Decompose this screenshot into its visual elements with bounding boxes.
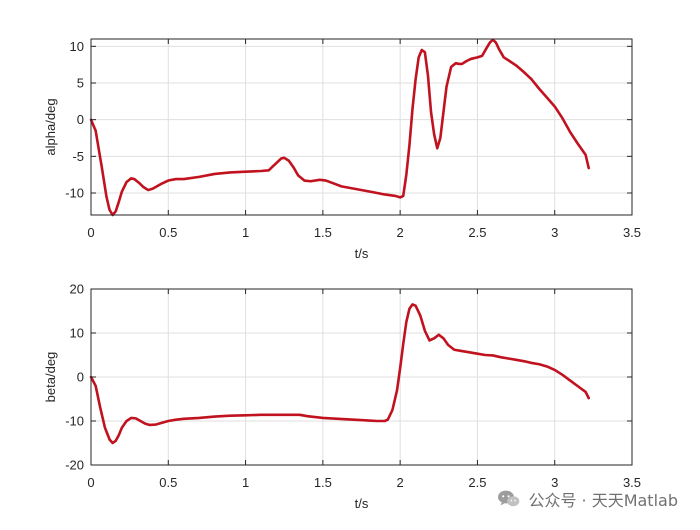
x-tick-label-2: 1 xyxy=(242,225,249,240)
x-tick-label-6: 3 xyxy=(551,475,558,490)
watermark-text: 公众号 · 天天Matlab xyxy=(528,491,678,510)
chart-panel-2: 0 0.5 1 1.5 2 2.5 3 3.5 -20 -10 0 10 20 t/s beta/deg xyxy=(43,282,641,512)
y-tick-label-1: -10 xyxy=(65,414,84,429)
y-tick-label-2: 0 xyxy=(77,370,84,385)
y-tick-label-0: -10 xyxy=(65,186,84,201)
series-line-1 xyxy=(89,38,591,217)
y-tick-label-4: 10 xyxy=(70,39,84,54)
series-line-1 xyxy=(89,303,591,445)
x-tick-label-4: 2 xyxy=(397,475,404,490)
plot-area xyxy=(91,39,632,215)
y-tick-label-3: 5 xyxy=(77,76,84,91)
x-axis-label: t/s xyxy=(355,246,369,261)
y-tick-label-0: -20 xyxy=(65,458,84,473)
x-axis-label: t/s xyxy=(355,496,369,511)
x-tick-label-4: 2 xyxy=(397,225,404,240)
x-tick-label-7: 3.5 xyxy=(623,225,641,240)
y-axis-label: beta/deg xyxy=(43,352,58,403)
y-tick-label-1: -5 xyxy=(72,149,84,164)
x-tick-label-2: 1 xyxy=(242,475,249,490)
x-tick-label-5: 2.5 xyxy=(468,225,486,240)
x-tick-label-7: 3.5 xyxy=(623,475,641,490)
x-tick-label-1: 0.5 xyxy=(159,475,177,490)
x-tick-label-3: 1.5 xyxy=(314,475,332,490)
axes-box xyxy=(90,38,633,216)
y-tick-label-2: 0 xyxy=(77,112,84,127)
x-tick-label-1: 0.5 xyxy=(159,225,177,240)
x-tick-label-0: 0 xyxy=(87,225,94,240)
y-tick-label-4: 20 xyxy=(70,282,84,297)
x-tick-label-3: 1.5 xyxy=(314,225,332,240)
wechat-icon xyxy=(498,490,520,507)
y-axis-label: alpha/deg xyxy=(43,98,58,155)
x-tick-label-5: 2.5 xyxy=(468,475,486,490)
x-tick-label-6: 3 xyxy=(551,225,558,240)
chart-panel-1: 0 0.5 1 1.5 2 2.5 3 3.5 -10 -5 0 5 10 t/s alpha/deg xyxy=(43,38,641,261)
watermark: 公众号 · 天天Matlab xyxy=(497,487,678,511)
x-tick-label-0: 0 xyxy=(87,475,94,490)
y-tick-label-3: 10 xyxy=(70,326,84,341)
